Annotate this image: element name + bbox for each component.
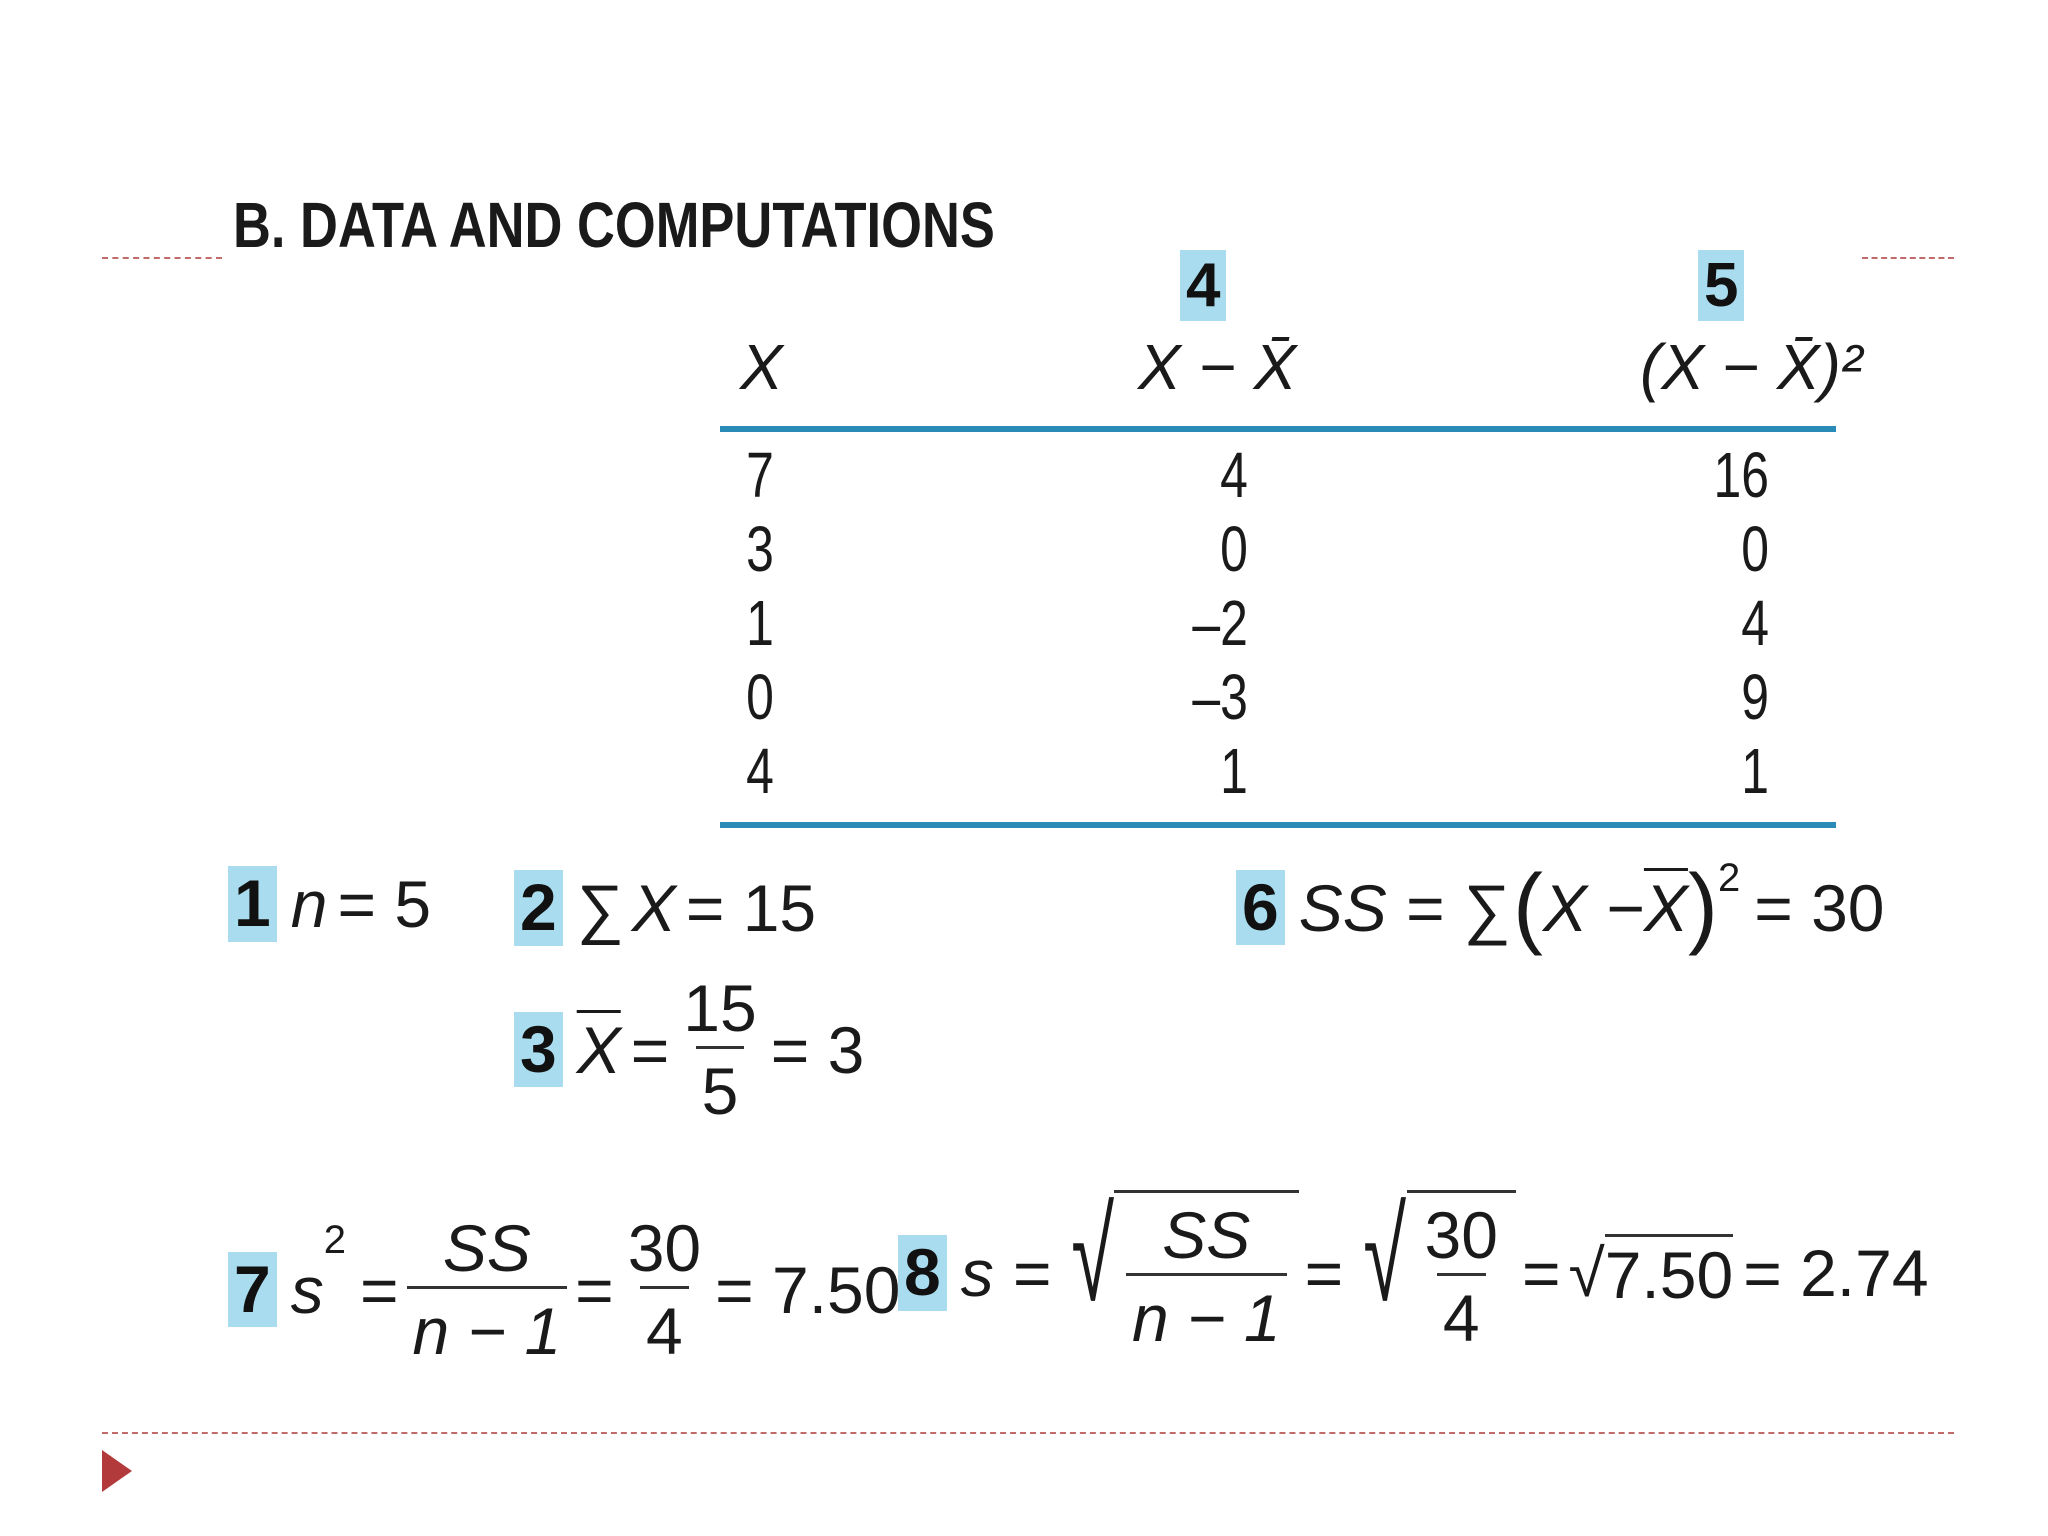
fraction-numerator: 30 (1424, 1198, 1498, 1272)
fraction-numerator: 30 (627, 1211, 702, 1285)
equals-sign: = (359, 1252, 399, 1327)
play-triangle-icon (102, 1450, 132, 1492)
step-1-label: 1 (228, 866, 277, 942)
sd-value: = 2.74 (1743, 1236, 1929, 1310)
table-cell: 7 (746, 439, 774, 511)
step-3-label: 3 (514, 1011, 563, 1088)
sqrt-ss-over-n-minus-1: √ SS n − 1 (1057, 1190, 1299, 1356)
step-5-label: 5 (1698, 250, 1745, 322)
mean-symbol: X (576, 1012, 621, 1087)
header-deviation: X − X̄ (1138, 331, 1297, 403)
step-4-label: 4 (1180, 250, 1227, 322)
table-bottom-rule (720, 822, 1836, 828)
sum-value: = 15 (685, 871, 817, 945)
fraction-numerator: 15 (683, 971, 757, 1045)
variance-fraction-2: 30 4 (622, 1210, 707, 1369)
formula-sum-x: 2 ∑ X = 15 (514, 870, 816, 946)
mean-value: = 3 (770, 1012, 865, 1087)
header-x: X (740, 331, 783, 403)
table-cell: 4 (1220, 439, 1248, 511)
formula-n: 1 n = 5 (228, 866, 431, 942)
fraction-denominator: 4 (1436, 1273, 1486, 1356)
equals-sign: = (1521, 1236, 1561, 1310)
sqrt-radicand: 7.50 (1604, 1233, 1734, 1313)
fraction-denominator: 4 (640, 1286, 689, 1369)
table-cell: 4 (746, 735, 774, 807)
equals-sign: = (1304, 1236, 1344, 1310)
table-cell: 1 (1220, 735, 1248, 807)
header-squared-deviation: (X − X̄)² (1640, 331, 1863, 403)
radical-icon: √ (1363, 1182, 1407, 1328)
sqrt-30-over-4: √ 30 4 (1349, 1190, 1516, 1356)
step-7-label: 7 (228, 1251, 277, 1328)
table-cell: 16 (1713, 439, 1769, 511)
top-right-divider (1862, 257, 1954, 259)
table-cell: –2 (1192, 587, 1248, 659)
step-badge-5: 5 (1698, 250, 1745, 322)
bottom-divider (102, 1432, 1954, 1434)
n-symbol: n (290, 867, 328, 941)
variance-symbol: s (290, 1252, 324, 1327)
fraction-numerator: SS (1162, 1198, 1251, 1272)
step-8-label: 8 (898, 1235, 947, 1311)
formula-standard-deviation: 8 s = √ SS n − 1 = √ 30 4 = √ 7.50 = 2.7… (898, 1190, 1929, 1356)
ss-exponent: 2 (1717, 856, 1741, 900)
fraction-denominator: 5 (695, 1046, 745, 1129)
variance-exponent: 2 (323, 1218, 346, 1262)
close-paren: ) (1687, 857, 1718, 957)
ss-inner-x: X − (1543, 870, 1644, 945)
table-cell: 0 (746, 661, 774, 733)
n-value: = 5 (337, 867, 432, 941)
equals-sign: = (575, 1252, 614, 1327)
table-top-rule (720, 426, 1836, 432)
table-cell: 4 (1741, 587, 1769, 659)
step-badge-4: 4 (1180, 250, 1227, 322)
formula-variance: 7 s 2 = SS n − 1 = 30 4 = 7.50 (228, 1210, 900, 1369)
formula-ss: 6 SS = ∑ ( X − X ) 2 = 30 (1236, 856, 1884, 959)
radical-icon: √ (1070, 1182, 1114, 1328)
variance-fraction-1: SS n − 1 (406, 1210, 568, 1369)
variance-value: = 7.50 (715, 1252, 901, 1327)
sd-fraction-1: SS n − 1 (1125, 1197, 1287, 1356)
equals-sign: = (630, 1012, 670, 1087)
page-title: B. DATA AND COMPUTATIONS (233, 189, 995, 261)
fraction-denominator: n − 1 (406, 1286, 568, 1369)
mean-fraction: 15 5 (677, 970, 762, 1129)
ss-value: = 30 (1754, 870, 1885, 945)
top-left-divider (102, 257, 222, 259)
ss-lhs: SS = ∑ (1298, 870, 1510, 945)
sigma-symbol: ∑ (576, 871, 624, 945)
fraction-numerator: SS (442, 1211, 531, 1285)
sd-fraction-2: 30 4 (1419, 1197, 1504, 1356)
step-6-label: 6 (1236, 869, 1285, 946)
table-cell: 0 (1741, 513, 1769, 585)
formula-mean: 3 X = 15 5 = 3 (514, 970, 864, 1129)
table-cell: –3 (1192, 661, 1248, 733)
ss-inner-mean: X (1643, 870, 1688, 945)
table-cell: 1 (1741, 735, 1769, 807)
sd-lhs: s = (960, 1236, 1051, 1310)
table-cell: 1 (746, 587, 774, 659)
column-x-values: 7 3 1 0 4 (740, 438, 780, 808)
table-cell: 0 (1220, 513, 1248, 585)
radical-icon: √ (1568, 1236, 1605, 1310)
fraction-denominator: n − 1 (1125, 1273, 1287, 1356)
table-cell: 9 (1741, 661, 1769, 733)
open-paren: ( (1513, 857, 1544, 957)
step-2-label: 2 (514, 870, 563, 946)
column-squared-values: 16 0 4 9 1 (1680, 438, 1780, 808)
table-cell: 3 (746, 513, 774, 585)
x-symbol: X (631, 871, 676, 945)
column-deviation-values: 4 0 –2 –3 1 (1150, 438, 1260, 808)
